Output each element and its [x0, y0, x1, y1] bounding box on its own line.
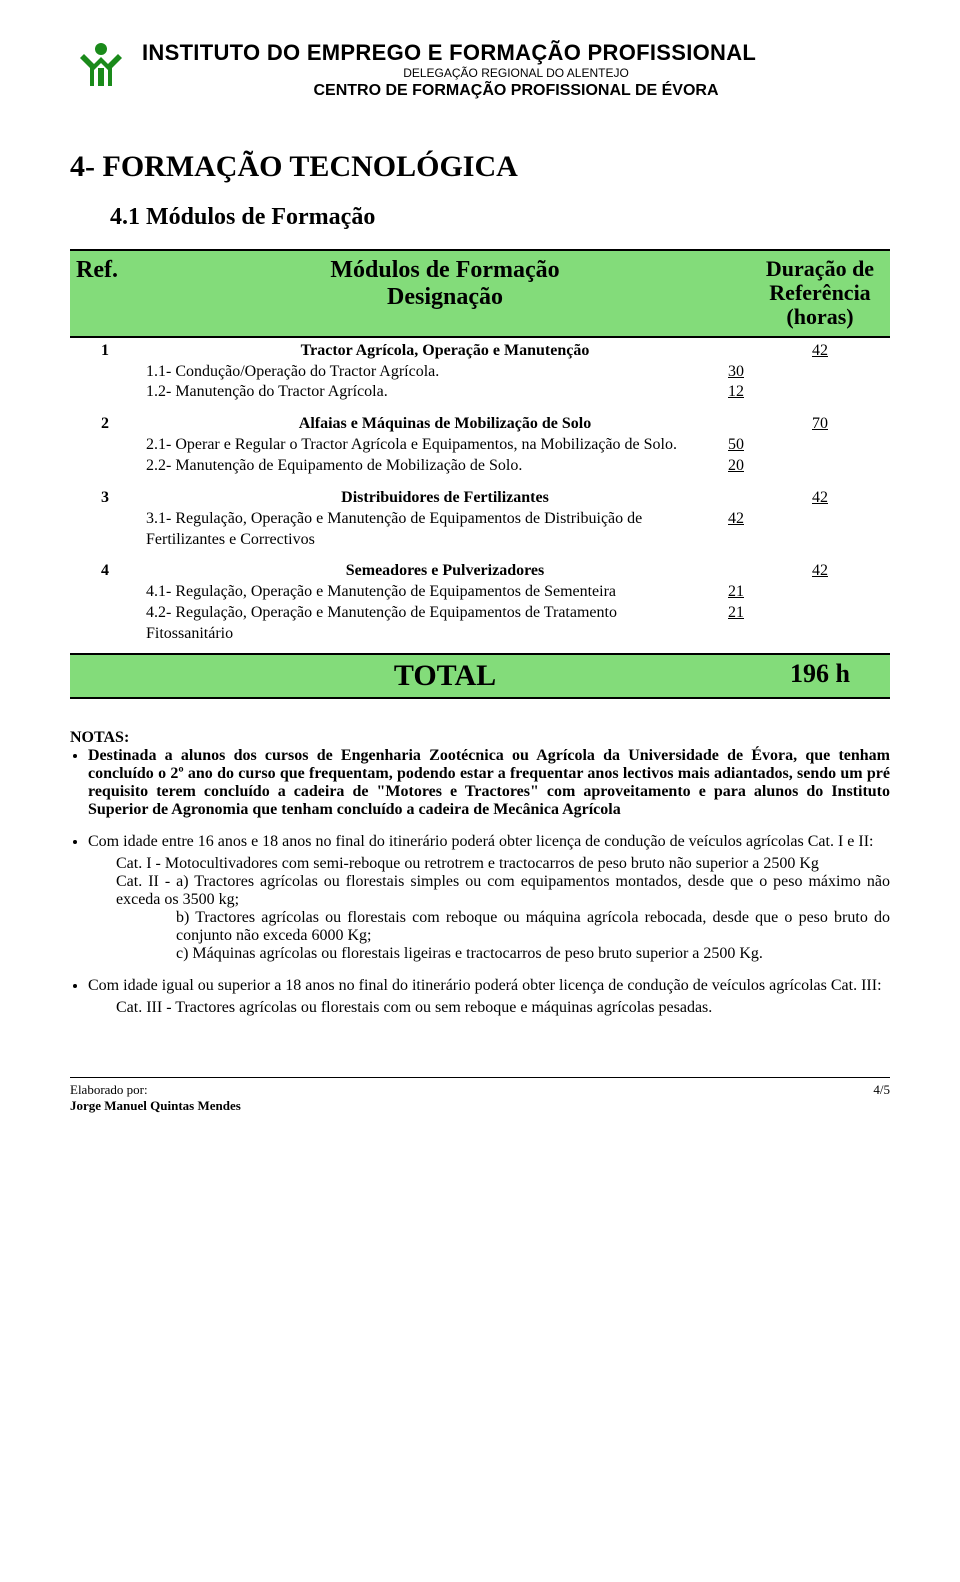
- module-cell: Distribuidores de Fertilizantes 3.1- Reg…: [140, 485, 750, 559]
- table-row: 3 Distribuidores de Fertilizantes 3.1- R…: [70, 485, 890, 559]
- ref-cell: 2: [70, 411, 140, 485]
- item-hours: 12: [718, 382, 744, 403]
- table-header-row: Ref. Módulos de Formação Designação Dura…: [70, 250, 890, 337]
- col-ref-header: Ref.: [70, 250, 140, 337]
- table-row: 1 Tractor Agrícola, Operação e Manutençã…: [70, 337, 890, 412]
- footer-author: Jorge Manuel Quintas Mendes: [70, 1098, 241, 1113]
- col-duracao-header: Duração de Referência (horas): [750, 250, 890, 337]
- module-item: 4.1- Regulação, Operação e Manutenção de…: [146, 582, 744, 603]
- item-text: 3.1- Regulação, Operação e Manutenção de…: [146, 509, 718, 551]
- item-text: 2.2- Manutenção de Equipamento de Mobili…: [146, 456, 718, 477]
- delegation-line: DELEGAÇÃO REGIONAL DO ALENTEJO: [142, 66, 890, 80]
- note-sub2-item: c) Máquinas agrícolas ou florestais lige…: [176, 945, 890, 963]
- duracao-line2: Referência: [756, 281, 884, 305]
- institution-title: INSTITUTO DO EMPREGO E FORMAÇÃO PROFISSI…: [142, 40, 890, 66]
- duration-cell: 42: [750, 558, 890, 653]
- footer-page-number: 4/5: [873, 1082, 890, 1114]
- module-cell: Tractor Agrícola, Operação e Manutenção …: [140, 337, 750, 412]
- ref-cell: 3: [70, 485, 140, 559]
- module-cell: Semeadores e Pulverizadores 4.1- Regulaç…: [140, 558, 750, 653]
- notes-section: NOTAS: Destinada a alunos dos cursos de …: [70, 729, 890, 1017]
- item-text: 4.1- Regulação, Operação e Manutenção de…: [146, 582, 718, 603]
- section-title: 4- FORMAÇÃO TECNOLÓGICA: [70, 150, 890, 184]
- item-hours: 30: [718, 362, 744, 383]
- item-hours: 21: [718, 603, 744, 645]
- designacao-line2: Designação: [146, 284, 744, 311]
- item-hours: 21: [718, 582, 744, 603]
- total-row: TOTAL 196 h: [70, 654, 890, 698]
- item-text: 2.1- Operar e Regular o Tractor Agrícola…: [146, 435, 718, 456]
- module-item: 4.2- Regulação, Operação e Manutenção de…: [146, 603, 744, 645]
- item-hours: 20: [718, 456, 744, 477]
- note-item: Com idade igual ou superior a 18 anos no…: [88, 977, 890, 1017]
- item-hours: 50: [718, 435, 744, 456]
- page: INSTITUTO DO EMPREGO E FORMAÇÃO PROFISSI…: [0, 0, 960, 1144]
- note-item: Com idade entre 16 anos e 18 anos no fin…: [88, 833, 890, 963]
- designacao-line1: Módulos de Formação: [146, 257, 744, 284]
- item-hours: 42: [718, 509, 744, 551]
- total-spacer: [70, 654, 140, 698]
- note-sub-item: Cat. III - Tractores agrícolas ou flores…: [116, 999, 890, 1017]
- total-value: 196 h: [750, 654, 890, 698]
- note-sublist: Cat. I - Motocultivadores com semi-reboq…: [116, 855, 890, 963]
- footer-left: Elaborado por: Jorge Manuel Quintas Mend…: [70, 1082, 241, 1114]
- note-sub-item: Cat. II - a) Tractores agrícolas ou flor…: [116, 873, 890, 909]
- module-title: Semeadores e Pulverizadores: [146, 562, 744, 580]
- note-sub2-item: b) Tractores agrícolas ou florestais com…: [176, 909, 890, 945]
- ref-cell: 4: [70, 558, 140, 653]
- note-item: Destinada a alunos dos cursos de Engenha…: [88, 747, 890, 819]
- module-item: 1.1- Condução/Operação do Tractor Agríco…: [146, 362, 744, 383]
- note-text: Com idade igual ou superior a 18 anos no…: [88, 977, 882, 994]
- note-sub-item: Cat. I - Motocultivadores com semi-reboq…: [116, 855, 890, 873]
- module-cell: Alfaias e Máquinas de Mobilização de Sol…: [140, 411, 750, 485]
- item-text: 1.2- Manutenção do Tractor Agrícola.: [146, 382, 718, 403]
- table-row: 2 Alfaias e Máquinas de Mobilização de S…: [70, 411, 890, 485]
- center-line: CENTRO DE FORMAÇÃO PROFISSIONAL DE ÉVORA: [142, 82, 890, 100]
- notes-title: NOTAS:: [70, 729, 890, 747]
- item-text: 4.2- Regulação, Operação e Manutenção de…: [146, 603, 718, 645]
- col-designacao-header: Módulos de Formação Designação: [140, 250, 750, 337]
- module-title: Alfaias e Máquinas de Mobilização de Sol…: [146, 415, 744, 433]
- footer-elaborado-label: Elaborado por:: [70, 1082, 148, 1097]
- module-title: Distribuidores de Fertilizantes: [146, 489, 744, 507]
- notes-list: Destinada a alunos dos cursos de Engenha…: [70, 747, 890, 1017]
- ref-cell: 1: [70, 337, 140, 412]
- item-text: 1.1- Condução/Operação do Tractor Agríco…: [146, 362, 718, 383]
- duracao-line1: Duração de: [756, 257, 884, 281]
- header-text-block: INSTITUTO DO EMPREGO E FORMAÇÃO PROFISSI…: [142, 40, 890, 100]
- duration-cell: 42: [750, 337, 890, 412]
- module-item: 1.2- Manutenção do Tractor Agrícola. 12: [146, 382, 744, 403]
- module-item: 2.1- Operar e Regular o Tractor Agrícola…: [146, 435, 744, 456]
- module-item: 2.2- Manutenção de Equipamento de Mobili…: [146, 456, 744, 477]
- note-sublist: Cat. III - Tractores agrícolas ou flores…: [116, 999, 890, 1017]
- page-footer: Elaborado por: Jorge Manuel Quintas Mend…: [70, 1077, 890, 1114]
- note-text: Destinada a alunos dos cursos de Engenha…: [88, 747, 890, 818]
- duration-cell: 42: [750, 485, 890, 559]
- modules-table: Ref. Módulos de Formação Designação Dura…: [70, 249, 890, 699]
- module-item: 3.1- Regulação, Operação e Manutenção de…: [146, 509, 744, 551]
- institution-logo: [70, 40, 132, 93]
- note-text: Com idade entre 16 anos e 18 anos no fin…: [88, 833, 874, 850]
- table-row: 4 Semeadores e Pulverizadores 4.1- Regul…: [70, 558, 890, 653]
- subsection-title: 4.1 Módulos de Formação: [110, 204, 890, 231]
- module-title: Tractor Agrícola, Operação e Manutenção: [146, 342, 744, 360]
- duration-cell: 70: [750, 411, 890, 485]
- document-header: INSTITUTO DO EMPREGO E FORMAÇÃO PROFISSI…: [70, 40, 890, 100]
- total-label: TOTAL: [140, 654, 750, 698]
- duracao-line3: (horas): [756, 305, 884, 329]
